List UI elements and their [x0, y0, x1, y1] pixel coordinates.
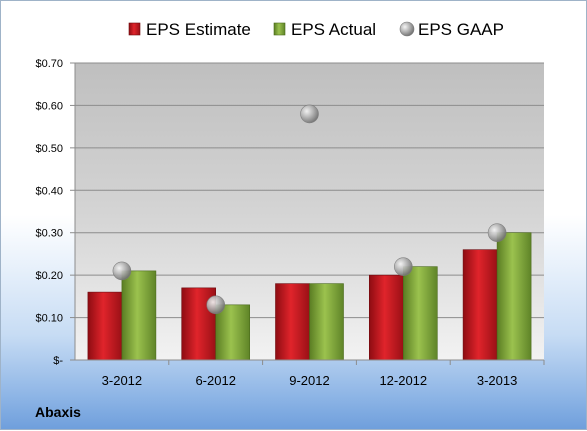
x-tick-label: 3-2012 — [102, 373, 142, 388]
bar-eps-actual: EPS Actual 3-2012: 0.21 — [121, 270, 157, 361]
y-tick-label: $0.60 — [35, 100, 63, 112]
legend-label: EPS GAAP — [418, 20, 504, 39]
y-tick-label: $- — [53, 355, 63, 367]
bar-eps-estimate: EPS Estimate 3-2012: 0.16 — [87, 291, 123, 361]
x-tick-label: 12-2012 — [379, 373, 427, 388]
x-tick-label: 6-2012 — [195, 373, 235, 388]
marker-eps-gaap — [300, 104, 319, 124]
y-tick-label: $0.40 — [35, 185, 63, 197]
legend-swatch — [128, 22, 141, 36]
bar-eps-actual: EPS Actual 3-2013: 0.3 — [496, 232, 532, 361]
legend-label: EPS Actual — [291, 20, 376, 39]
legend: EPS Estimate EPS Actual EPS GAAP — [128, 20, 504, 39]
bar-eps-actual: EPS Actual 6-2012: 0.13 — [215, 304, 250, 361]
marker-eps-gaap — [393, 257, 413, 276]
bar-eps-estimate: EPS Estimate 12-2012: 0.2 — [368, 274, 404, 361]
x-tick-label: 9-2012 — [289, 373, 329, 388]
y-tick-label: $0.50 — [35, 143, 63, 155]
marker-eps-gaap — [487, 223, 507, 243]
marker-eps-gaap — [112, 261, 132, 281]
bar-eps-estimate: EPS Estimate 9-2012: 0.18 — [275, 283, 310, 361]
x-tick-label: 3-2013 — [477, 373, 517, 388]
marker-eps-gaap — [206, 295, 225, 315]
company-label: Abaxis — [35, 404, 81, 420]
legend-label: EPS Estimate — [146, 20, 251, 39]
legend-swatch — [273, 22, 286, 36]
bar-eps-estimate: EPS Estimate 3-2013: 0.26 — [462, 249, 498, 361]
y-tick-label: $0.20 — [35, 270, 63, 282]
y-tick-label: $0.10 — [35, 313, 63, 325]
bar-eps-actual: EPS Actual 12-2012: 0.22 — [402, 266, 438, 361]
y-tick-label: $0.70 — [35, 58, 63, 70]
bar-eps-actual: EPS Actual 9-2012: 0.18 — [309, 283, 344, 361]
legend-swatch — [399, 21, 415, 37]
plot-area: $- $0.10 $0.20 $0.30 $0.40 $0.50 $0.60 $0.70 EPS… — [35, 58, 545, 388]
y-tick-label: $0.30 — [35, 228, 63, 240]
